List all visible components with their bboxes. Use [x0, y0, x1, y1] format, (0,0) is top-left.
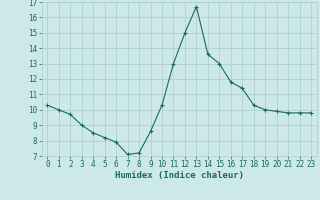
- X-axis label: Humidex (Indice chaleur): Humidex (Indice chaleur): [115, 171, 244, 180]
